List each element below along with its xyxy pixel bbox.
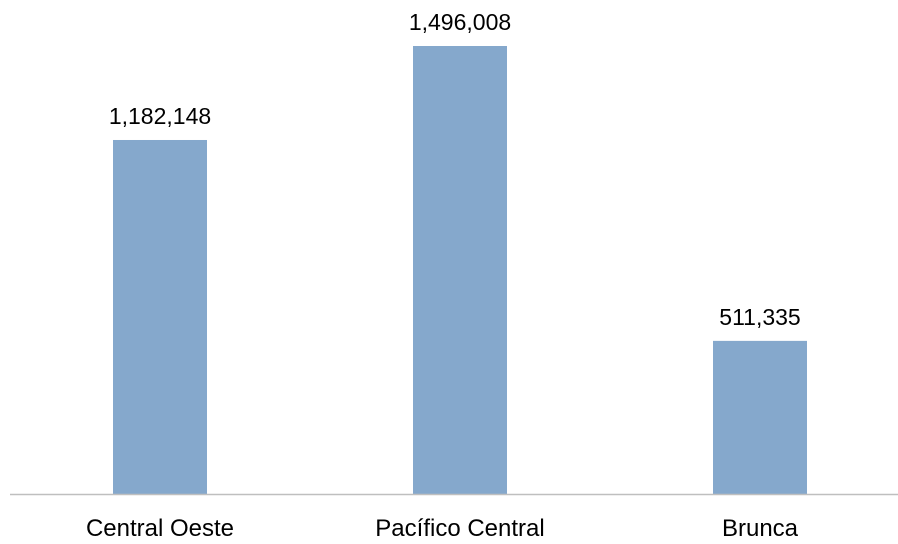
bar-1 — [413, 46, 507, 494]
data-label-0: 1,182,148 — [109, 103, 211, 129]
data-labels-layer: 1,182,148 1,496,008 511,335 — [109, 9, 801, 330]
x-tick-labels-layer: Central Oeste Pacífico Central Brunca — [86, 515, 799, 542]
x-tick-label-1: Pacífico Central — [375, 515, 544, 542]
bar-0 — [113, 139, 207, 494]
x-tick-label-0: Central Oeste — [86, 515, 234, 542]
bar-2 — [713, 340, 807, 494]
bars-layer — [113, 46, 807, 494]
data-label-1: 1,496,008 — [409, 9, 511, 35]
data-label-2: 511,335 — [719, 304, 800, 330]
x-tick-label-2: Brunca — [722, 515, 799, 542]
